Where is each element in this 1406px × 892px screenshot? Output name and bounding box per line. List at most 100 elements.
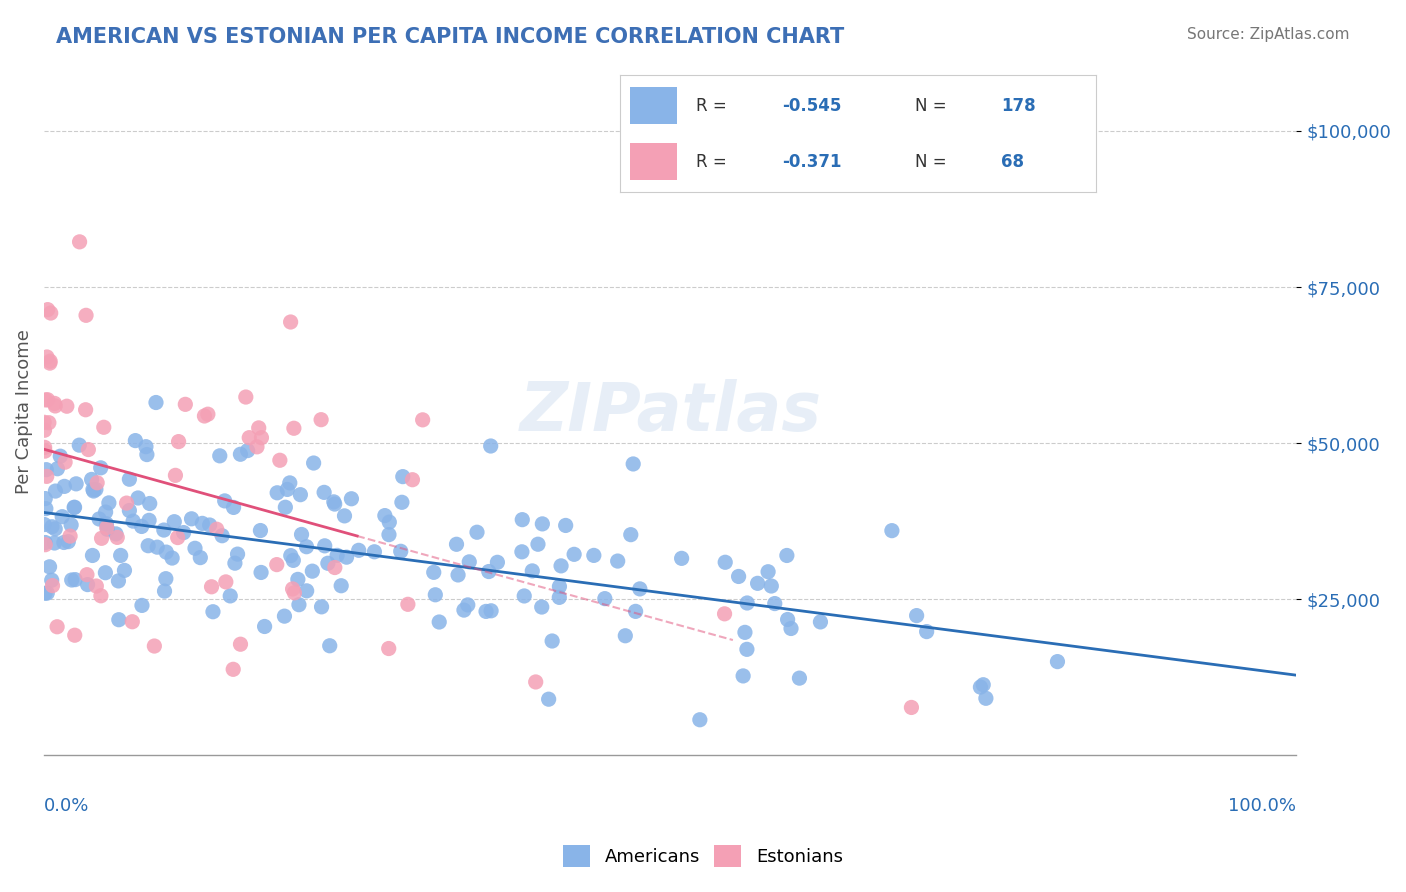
Americans — [180, 512, 202, 526]
Americans — [288, 598, 311, 612]
Americans — [479, 439, 502, 453]
Americans — [621, 457, 644, 471]
Americans — [810, 615, 832, 629]
Americans — [314, 485, 336, 500]
Estonians — [41, 579, 63, 593]
Americans — [214, 494, 236, 508]
Americans — [250, 566, 273, 580]
Americans — [273, 609, 295, 624]
Americans — [541, 634, 564, 648]
Americans — [527, 537, 550, 551]
Americans — [108, 613, 131, 627]
Estonians — [269, 453, 291, 467]
Americans — [727, 569, 749, 583]
Americans — [287, 573, 309, 587]
Americans — [94, 505, 117, 519]
Americans — [208, 449, 231, 463]
Americans — [311, 599, 333, 614]
Estonians — [32, 415, 55, 429]
Estonians — [166, 531, 188, 545]
Estonians — [44, 396, 66, 410]
Americans — [733, 669, 755, 683]
Estonians — [235, 390, 257, 404]
Americans — [531, 516, 554, 531]
Americans — [582, 549, 605, 563]
Estonians — [323, 560, 346, 574]
Americans — [915, 624, 938, 639]
Americans — [1046, 655, 1069, 669]
Estonians — [35, 350, 58, 364]
Americans — [44, 484, 66, 499]
Americans — [146, 540, 169, 554]
Americans — [363, 545, 385, 559]
Estonians — [56, 399, 79, 413]
Americans — [295, 540, 318, 554]
Americans — [118, 472, 141, 486]
Estonians — [229, 637, 252, 651]
Americans — [191, 516, 214, 531]
Americans — [107, 574, 129, 588]
Estonians — [34, 392, 56, 407]
Estonians — [76, 567, 98, 582]
Americans — [34, 586, 56, 600]
Estonians — [174, 397, 197, 411]
Estonians — [238, 431, 260, 445]
Americans — [458, 555, 481, 569]
Estonians — [34, 538, 56, 552]
Americans — [562, 547, 585, 561]
Estonians — [121, 615, 143, 629]
Americans — [276, 483, 298, 497]
Estonians — [86, 579, 108, 593]
Estonians — [39, 306, 62, 320]
Americans — [780, 622, 803, 636]
Americans — [479, 604, 502, 618]
Americans — [606, 554, 628, 568]
Estonians — [524, 675, 547, 690]
Text: AMERICAN VS ESTONIAN PER CAPITA INCOME CORRELATION CHART: AMERICAN VS ESTONIAN PER CAPITA INCOME C… — [56, 27, 845, 46]
Y-axis label: Per Capita Income: Per Capita Income — [15, 329, 32, 494]
Americans — [114, 563, 136, 577]
Estonians — [46, 620, 69, 634]
Estonians — [205, 522, 228, 536]
Americans — [761, 579, 783, 593]
Americans — [776, 613, 799, 627]
Americans — [378, 527, 401, 541]
Americans — [278, 475, 301, 490]
Americans — [624, 604, 647, 618]
Americans — [138, 513, 160, 527]
Americans — [52, 535, 75, 549]
Estonians — [396, 597, 419, 611]
Estonians — [165, 468, 187, 483]
Americans — [188, 550, 211, 565]
Americans — [689, 713, 711, 727]
Americans — [510, 545, 533, 559]
Americans — [513, 589, 536, 603]
Americans — [63, 573, 86, 587]
Americans — [266, 485, 288, 500]
Americans — [163, 515, 186, 529]
Americans — [340, 491, 363, 506]
Americans — [34, 517, 56, 532]
Americans — [302, 456, 325, 470]
Americans — [229, 447, 252, 461]
Estonians — [90, 589, 112, 603]
Americans — [274, 500, 297, 515]
Americans — [211, 529, 233, 543]
Americans — [301, 564, 323, 578]
Americans — [67, 438, 90, 452]
Americans — [226, 547, 249, 561]
Estonians — [143, 639, 166, 653]
Americans — [87, 512, 110, 526]
Americans — [374, 508, 396, 523]
Americans — [905, 608, 928, 623]
Americans — [51, 509, 73, 524]
Americans — [620, 527, 643, 541]
Americans — [145, 395, 167, 409]
Americans — [290, 527, 312, 541]
Americans — [391, 469, 413, 483]
Americans — [880, 524, 903, 538]
Estonians — [283, 421, 305, 435]
Americans — [131, 599, 153, 613]
Americans — [326, 549, 349, 563]
Americans — [378, 515, 401, 529]
